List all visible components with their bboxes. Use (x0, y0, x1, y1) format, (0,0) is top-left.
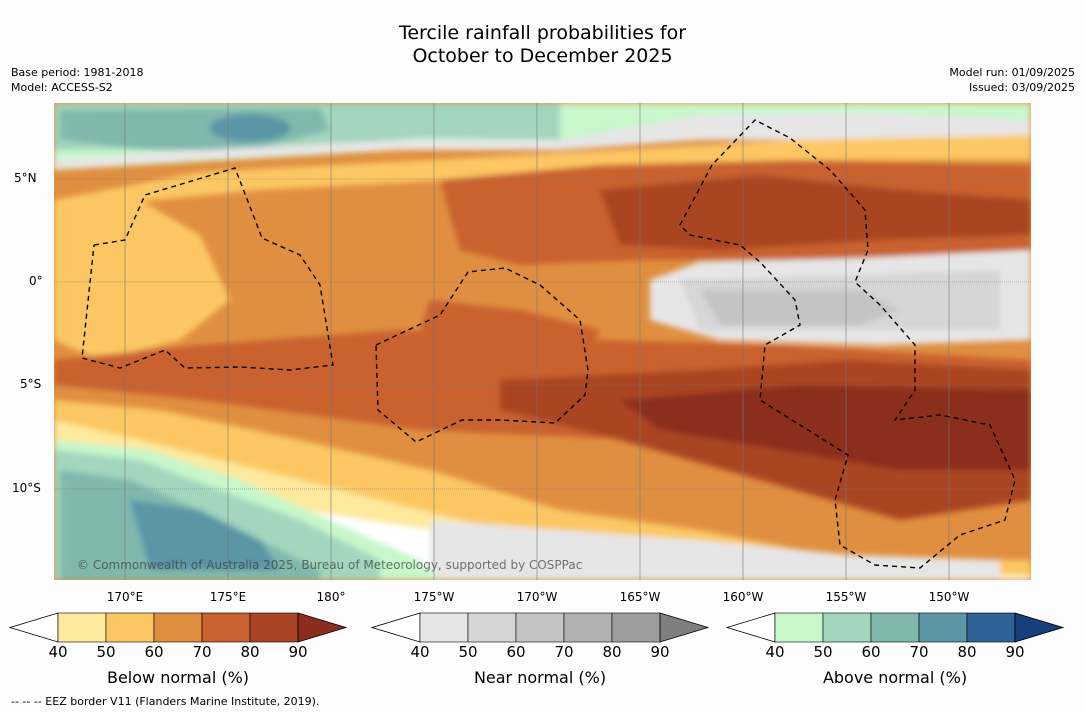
eez-border-central (375, 267, 589, 443)
lon-label-175e: 175°E (209, 590, 247, 604)
field-west-below50 (54, 200, 230, 360)
near-tick-90: 90 (650, 643, 670, 661)
lon-label-170e: 170°E (106, 590, 144, 604)
below-tick-60: 60 (144, 643, 164, 661)
issued-date: Issued: 03/09/2025 (968, 81, 1075, 94)
field-central-below70 (420, 300, 600, 350)
colorbar-above-70-80 (918, 612, 968, 643)
field-sw-above70 (130, 500, 280, 570)
colorbar-above-min (725, 612, 776, 643)
colorbar-above-40-50 (774, 612, 824, 643)
lon-label-155w: 155°W (825, 590, 867, 604)
colorbar-near-min (370, 612, 421, 643)
below-tick-50: 50 (96, 643, 116, 661)
colorbar-below-70-80 (201, 612, 251, 643)
meta-left: Base period: 1981-2018 Model: ACCESS-S2 (11, 65, 143, 95)
lat-label-5n: 5°N (14, 171, 37, 185)
near-tick-40: 40 (410, 643, 430, 661)
colorbar-below (8, 612, 348, 643)
above-tick-60: 60 (861, 643, 881, 661)
lon-label-180: 180° (316, 590, 346, 604)
title-line-1: Tercile rainfall probabilities for (398, 22, 687, 44)
colorbar-near-80-90 (611, 612, 661, 643)
title-line-2: October to December 2025 (412, 45, 673, 67)
near-tick-50: 50 (458, 643, 478, 661)
colorbar-above-80-90 (966, 612, 1016, 643)
colorbar-near-60-70 (515, 612, 565, 643)
above-tick-40: 40 (765, 643, 785, 661)
field-ne-below80 (600, 175, 1031, 250)
near-normal-title: Near normal (%) (473, 668, 607, 687)
above-normal-title: Above normal (%) (822, 668, 968, 687)
below-tick-40: 40 (48, 643, 68, 661)
model-run: Model run: 01/09/2025 (949, 66, 1075, 79)
near-tick-70: 70 (554, 643, 574, 661)
colorbar-below-max (297, 612, 348, 643)
colorbar-above (725, 612, 1065, 643)
below-normal-title: Below normal (%) (106, 668, 250, 687)
colorbar-below-60-70 (153, 612, 203, 643)
near-tick-60: 60 (506, 643, 526, 661)
colorbar-below-50-60 (105, 612, 155, 643)
above-tick-90: 90 (1005, 643, 1025, 661)
colorbar-below-80-90 (249, 612, 299, 643)
below-tick-90: 90 (288, 643, 308, 661)
eez-footnote: -- -- -- EEZ border V11 (Flanders Marine… (11, 695, 320, 708)
above-tick-80: 80 (957, 643, 977, 661)
lon-label-160w: 160°W (722, 590, 764, 604)
lat-label-0: 0° (29, 274, 43, 288)
copyright-text: © Commonwealth of Australia 2025, Bureau… (77, 558, 583, 572)
above-tick-50: 50 (813, 643, 833, 661)
field-south-near (430, 520, 1000, 580)
eez-border-kiribati-west (81, 167, 334, 371)
field-equator-near60 (700, 290, 900, 325)
colorbar-below-min (8, 612, 59, 643)
lat-label-10s: 10°S (12, 481, 41, 495)
field-south-below90 (620, 385, 1031, 470)
map-title: Tercile rainfall probabilities for Octob… (0, 22, 1085, 68)
lon-label-150w: 150°W (928, 590, 970, 604)
lat-label-5s: 5°S (20, 377, 42, 391)
meta-right: Model run: 01/09/2025 Issued: 03/09/2025 (949, 65, 1075, 95)
colorbar-above-50-60 (822, 612, 872, 643)
colorbar-near-70-80 (563, 612, 613, 643)
field-north-near (54, 112, 1031, 170)
base-period: Base period: 1981-2018 (11, 66, 144, 79)
colorbar-near-40-50 (419, 612, 469, 643)
below-tick-70: 70 (192, 643, 212, 661)
colorbar-above-max (1014, 612, 1065, 643)
graticule (54, 103, 1031, 580)
lon-label-170w: 170°W (516, 590, 558, 604)
lon-label-175w: 175°W (413, 590, 455, 604)
colorbar-above-60-70 (870, 612, 920, 643)
above-tick-70: 70 (909, 643, 929, 661)
colorbar-below-40-50 (57, 612, 107, 643)
lon-label-165w: 165°W (619, 590, 661, 604)
eez-border-line-islands (679, 119, 1016, 569)
model-name: Model: ACCESS-S2 (11, 81, 113, 94)
eez-borders (81, 119, 1016, 569)
field-north-above70 (210, 114, 290, 142)
near-tick-80: 80 (602, 643, 622, 661)
colorbar-near-50-60 (467, 612, 517, 643)
below-tick-80: 80 (240, 643, 260, 661)
colorbar-near (370, 612, 710, 643)
colorbar-near-max (659, 612, 710, 643)
map-field (54, 103, 1031, 580)
